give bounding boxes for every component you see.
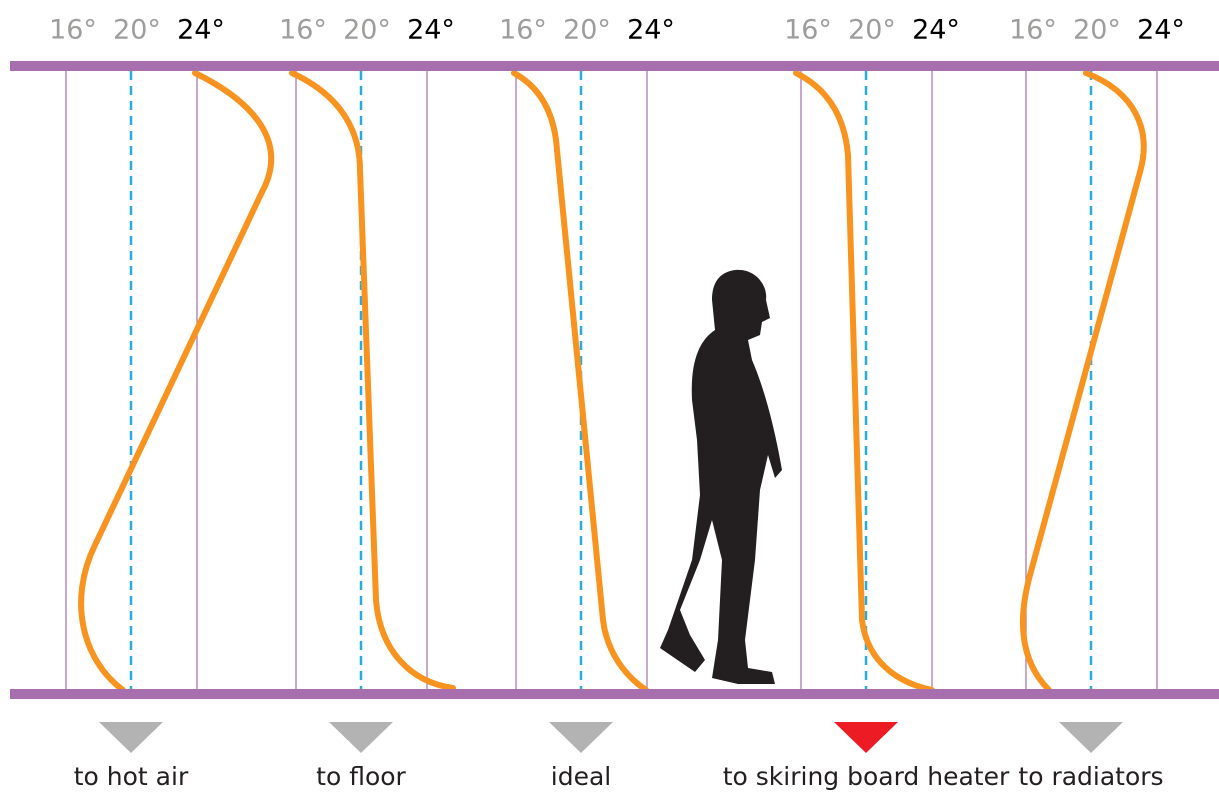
scale-label: 20° bbox=[343, 15, 391, 46]
temperature-curves bbox=[78, 70, 1147, 693]
heat-source-marker bbox=[99, 722, 163, 753]
caption: to floor bbox=[316, 762, 406, 791]
scale-label: 24° bbox=[177, 15, 225, 46]
heat-source-marker bbox=[549, 722, 613, 753]
heat-source-marker bbox=[1059, 722, 1123, 753]
caption: to hot air bbox=[74, 762, 189, 791]
caption: to radiators bbox=[1018, 762, 1163, 791]
scale-label: 20° bbox=[848, 15, 896, 46]
curve bbox=[1019, 70, 1147, 693]
curve bbox=[511, 70, 649, 693]
ceiling-bar bbox=[10, 61, 1219, 71]
scale-label: 16° bbox=[279, 15, 327, 46]
scale-label: 20° bbox=[1073, 15, 1121, 46]
curve bbox=[289, 70, 456, 691]
scale-label: 16° bbox=[1009, 15, 1057, 46]
person-silhouette bbox=[660, 269, 782, 684]
scale-label: 20° bbox=[563, 15, 611, 46]
scale-label: 24° bbox=[1137, 15, 1185, 46]
scale-label: 24° bbox=[912, 15, 960, 46]
scale-label: 16° bbox=[784, 15, 832, 46]
scale-label: 24° bbox=[407, 15, 455, 46]
scale-label: 16° bbox=[49, 15, 97, 46]
curve bbox=[78, 70, 275, 693]
curve bbox=[793, 70, 935, 693]
scale-label: 24° bbox=[627, 15, 675, 46]
room-lines bbox=[65, 71, 1158, 689]
heat-source-marker bbox=[834, 722, 898, 753]
scale-label: 20° bbox=[113, 15, 161, 46]
caption: to skiring board heater bbox=[723, 762, 1010, 791]
scale-label: 16° bbox=[499, 15, 547, 46]
floor-bar bbox=[10, 689, 1219, 699]
caption: ideal bbox=[551, 762, 611, 791]
heat-source-marker bbox=[329, 722, 393, 753]
labels: 16° 20° 24° to hot air 16° 20° 24° to floor 16° 2… bbox=[49, 15, 1185, 792]
